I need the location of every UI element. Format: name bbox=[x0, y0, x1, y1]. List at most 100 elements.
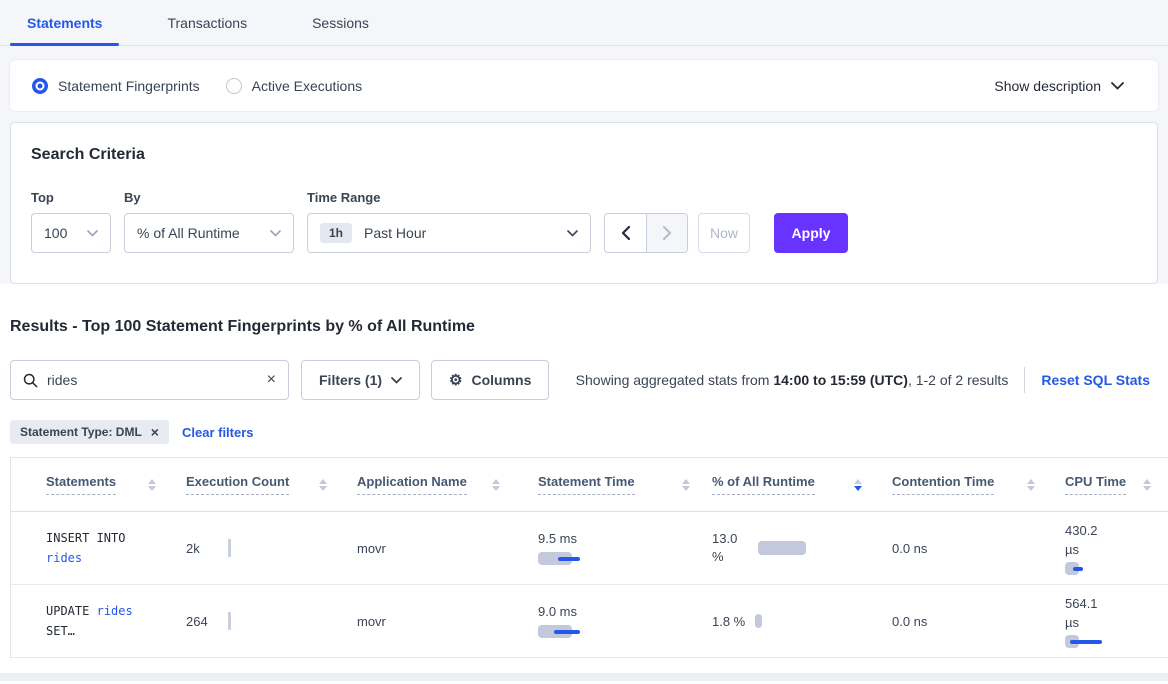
search-box[interactable]: × bbox=[10, 360, 289, 400]
search-criteria-title: Search Criteria bbox=[31, 146, 145, 163]
radio-statement-fingerprints-label: Statement Fingerprints bbox=[58, 77, 200, 94]
filters-button[interactable]: Filters (1) bbox=[301, 360, 421, 400]
reset-sql-stats-link[interactable]: Reset SQL Stats bbox=[1041, 372, 1150, 388]
column-header-pct-of-all-runtime[interactable]: % of All Runtime bbox=[702, 458, 882, 511]
column-header-application-name[interactable]: Application Name bbox=[347, 458, 528, 511]
by-field: By % of All Runtime bbox=[124, 190, 294, 253]
table-row: INSERT INTO rides 2k movr 9.5 ms bbox=[11, 512, 1168, 585]
sort-icon bbox=[1027, 478, 1035, 491]
pct-runtime-bar bbox=[755, 614, 763, 628]
show-description-toggle[interactable]: Show description bbox=[994, 78, 1136, 94]
chevron-down-icon bbox=[87, 229, 98, 237]
sort-icon-active-desc bbox=[854, 478, 862, 491]
remove-filter-icon[interactable]: × bbox=[150, 424, 159, 440]
time-range-badge: 1h bbox=[320, 223, 353, 243]
columns-button-label: Columns bbox=[471, 372, 532, 388]
radio-active-executions[interactable]: Active Executions bbox=[225, 77, 363, 94]
tab-transactions[interactable]: Transactions bbox=[167, 14, 248, 31]
top-label: Top bbox=[31, 190, 54, 205]
top-select[interactable]: 100 bbox=[31, 213, 111, 253]
chevron-down-icon bbox=[270, 229, 281, 237]
cpu-time-bar bbox=[1065, 562, 1111, 576]
column-header-statements[interactable]: Statements bbox=[11, 458, 176, 511]
time-range-select[interactable]: 1h Past Hour bbox=[307, 213, 591, 253]
previous-time-range-button[interactable] bbox=[605, 214, 646, 252]
sort-icon bbox=[682, 478, 690, 491]
by-label: By bbox=[124, 190, 141, 205]
top-field: Top 100 bbox=[31, 190, 111, 253]
application-name-cell: movr bbox=[357, 613, 386, 629]
execution-count-cell: 2k bbox=[176, 512, 347, 584]
bottom-gap bbox=[0, 658, 1168, 673]
apply-button[interactable]: Apply bbox=[774, 213, 848, 253]
statement-time-cell: 9.5 ms bbox=[528, 512, 702, 584]
column-header-execution-count[interactable]: Execution Count bbox=[176, 458, 347, 511]
time-range-value: Past Hour bbox=[364, 225, 427, 241]
statement-link[interactable]: rides bbox=[46, 551, 83, 565]
statement-fingerprint: UPDATE rides SET… bbox=[46, 604, 133, 638]
time-range-field: Time Range 1h Past Hour bbox=[307, 190, 591, 253]
now-button[interactable]: Now bbox=[698, 213, 750, 253]
pct-runtime-cell: 1.8 % bbox=[702, 585, 882, 657]
show-description-label: Show description bbox=[994, 77, 1101, 94]
main-tabbar: Statements Transactions Sessions bbox=[0, 0, 1168, 46]
tab-sessions[interactable]: Sessions bbox=[312, 14, 369, 31]
clear-search-icon[interactable]: × bbox=[266, 371, 276, 388]
application-name-cell: movr bbox=[357, 540, 386, 556]
clear-filters-link[interactable]: Clear filters bbox=[181, 424, 254, 440]
sort-icon bbox=[148, 478, 156, 491]
top-select-value: 100 bbox=[44, 225, 68, 241]
column-header-cpu-time[interactable]: CPU Time bbox=[1055, 458, 1168, 511]
search-input[interactable] bbox=[47, 372, 267, 388]
pct-runtime-cell: 13.0 % bbox=[702, 512, 882, 584]
table-header-row: Statements Execution Count Application N… bbox=[11, 458, 1168, 512]
statement-time-bar bbox=[538, 625, 580, 639]
cpu-time-cell: 430.2 µs bbox=[1055, 512, 1168, 584]
active-filters-row: Statement Type: DML × Clear filters bbox=[10, 420, 1158, 444]
radio-selected-icon bbox=[32, 77, 48, 94]
statement-time-bar bbox=[538, 552, 580, 566]
sort-icon bbox=[492, 478, 500, 491]
radio-active-executions-label: Active Executions bbox=[251, 77, 363, 94]
cpu-time-cell: 564.1 µs bbox=[1055, 585, 1168, 657]
chevron-left-icon bbox=[621, 226, 630, 240]
results-controls-row: × Filters (1) ⚙ Columns Showing aggregat… bbox=[10, 360, 1158, 400]
chevron-down-icon bbox=[1111, 81, 1124, 90]
cpu-time-bar bbox=[1065, 635, 1111, 649]
columns-button[interactable]: ⚙ Columns bbox=[431, 360, 550, 400]
table-row: UPDATE rides SET… 264 movr 9.0 ms bbox=[11, 585, 1168, 658]
time-range-label: Time Range bbox=[307, 190, 381, 205]
column-header-contention-time[interactable]: Contention Time bbox=[882, 458, 1055, 511]
results-section: Results - Top 100 Statement Fingerprints… bbox=[0, 284, 1168, 681]
contention-time-cell: 0.0 ns bbox=[892, 613, 928, 629]
chevron-down-icon bbox=[567, 229, 578, 237]
filter-chip-label: Statement Type: DML bbox=[20, 425, 142, 439]
gear-icon: ⚙ bbox=[449, 371, 463, 389]
radio-statement-fingerprints[interactable]: Statement Fingerprints bbox=[32, 77, 200, 94]
results-summary: Showing aggregated stats from 14:00 to 1… bbox=[575, 372, 1009, 388]
statements-table: Statements Execution Count Application N… bbox=[11, 458, 1168, 658]
divider bbox=[1024, 367, 1026, 393]
execution-count-bar bbox=[228, 539, 231, 557]
contention-time-cell: 0.0 ns bbox=[892, 540, 928, 556]
column-header-statement-time[interactable]: Statement Time bbox=[528, 458, 702, 511]
next-time-range-button[interactable] bbox=[646, 214, 687, 252]
by-select[interactable]: % of All Runtime bbox=[124, 213, 294, 253]
filter-chip-statement-type: Statement Type: DML × bbox=[10, 420, 169, 444]
search-criteria-card: Search Criteria Top 100 By % of All Runt… bbox=[10, 122, 1158, 284]
chevron-down-icon bbox=[391, 376, 402, 384]
statement-fingerprint: INSERT INTO rides bbox=[46, 531, 126, 565]
time-range-step-buttons bbox=[604, 213, 688, 253]
execution-count-bar bbox=[228, 612, 231, 630]
sort-icon bbox=[1143, 478, 1151, 491]
radio-unselected-icon bbox=[225, 77, 242, 94]
tab-statements[interactable]: Statements bbox=[10, 0, 120, 46]
statement-link[interactable]: rides bbox=[96, 604, 133, 618]
statements-table-card: Statements Execution Count Application N… bbox=[10, 457, 1168, 658]
filters-button-label: Filters (1) bbox=[319, 372, 383, 388]
chevron-right-icon bbox=[662, 226, 672, 240]
top-section: Statements Transactions Sessions Stateme… bbox=[0, 0, 1168, 284]
sort-icon bbox=[319, 478, 327, 491]
view-toggle-bar: Statement Fingerprints Active Executions… bbox=[10, 60, 1158, 111]
results-heading: Results - Top 100 Statement Fingerprints… bbox=[10, 318, 475, 335]
